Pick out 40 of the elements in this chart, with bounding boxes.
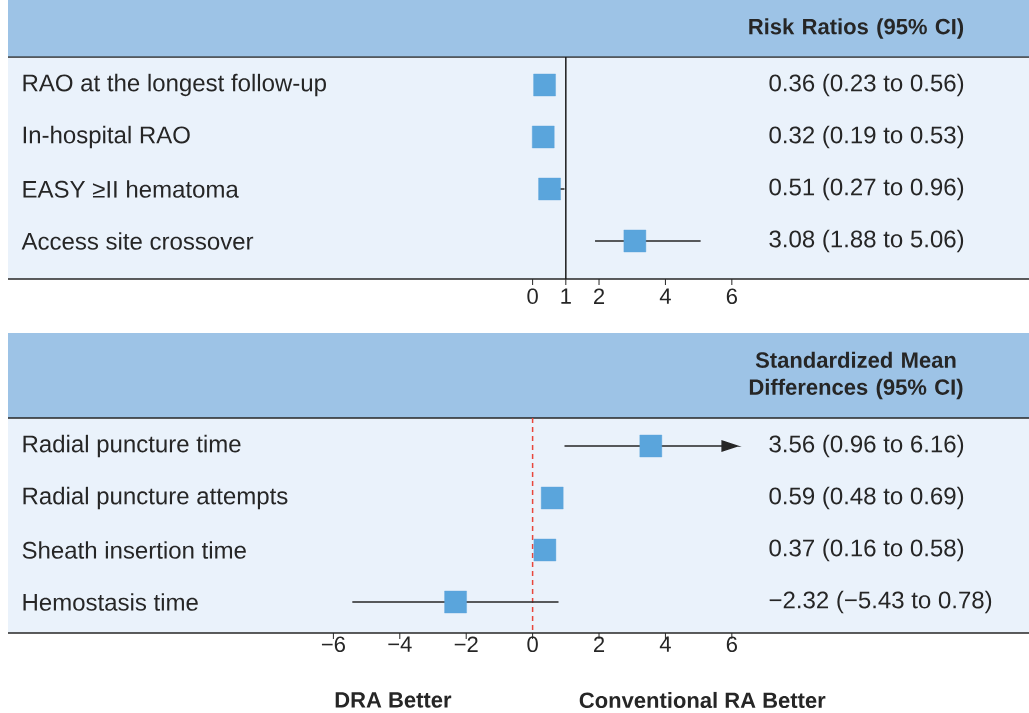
y-tick-label: In-hospital RAO [23,125,190,149]
y-tick-label: EASY ≥II hematoma [23,180,239,198]
annotation: 0.32 (0.19 to 0.53) [769,125,964,149]
point [541,486,564,510]
point [444,590,467,614]
y-tick-label: Sheath insertion time [22,541,246,559]
chart-title: Risk Ratios (95% CI) [749,18,964,39]
annotation: 3.08 (1.88 to 5.06) [769,229,964,253]
y-tick-label: Access site crossover [21,232,254,250]
point [623,229,647,253]
y-tick-label: Radial puncture attempts [23,486,288,510]
annotation: 0.51 (0.27 to 0.96) [769,177,964,201]
point [533,538,557,562]
x-tick-label: 4 [659,288,671,304]
point [532,125,555,149]
x-tick-label: 0 [527,636,538,653]
annotation: 0.59 (0.48 to 0.69) [769,486,964,510]
x-tick-label: 0 [527,288,538,305]
annotation: 0.36 (0.23 to 0.56) [769,73,964,97]
point [538,177,561,201]
annotation: 0.37 (0.16 to 0.58) [769,538,964,562]
x-tick-label: −4 [388,636,412,652]
annotation: 3.56 (0.96 to 6.16) [769,434,964,458]
x-tick-label: 6 [726,288,737,305]
x-tick-label: 4 [659,636,671,652]
text: Conventional RA Better [579,691,826,709]
y-tick-label: RAO at the longest follow-up [23,73,326,97]
text: DRA Better [335,692,452,708]
chart-title: Standardized Mean Differences (95% CI) [749,351,963,400]
y-tick-label: Hemostasis time [23,593,198,611]
annotation: −2.32 (−5.43 to 0.78) [769,590,992,614]
x-tick-label: 1 [561,288,571,304]
x-tick-label: −2 [454,636,478,652]
x-tick-label: 2 [594,288,605,304]
y-tick-label: Radial puncture time [23,434,241,458]
point [639,434,663,458]
x-tick-label: −6 [321,636,345,653]
point [533,73,556,97]
x-tick-label: 6 [726,636,737,653]
x-tick-label: 2 [594,636,605,652]
